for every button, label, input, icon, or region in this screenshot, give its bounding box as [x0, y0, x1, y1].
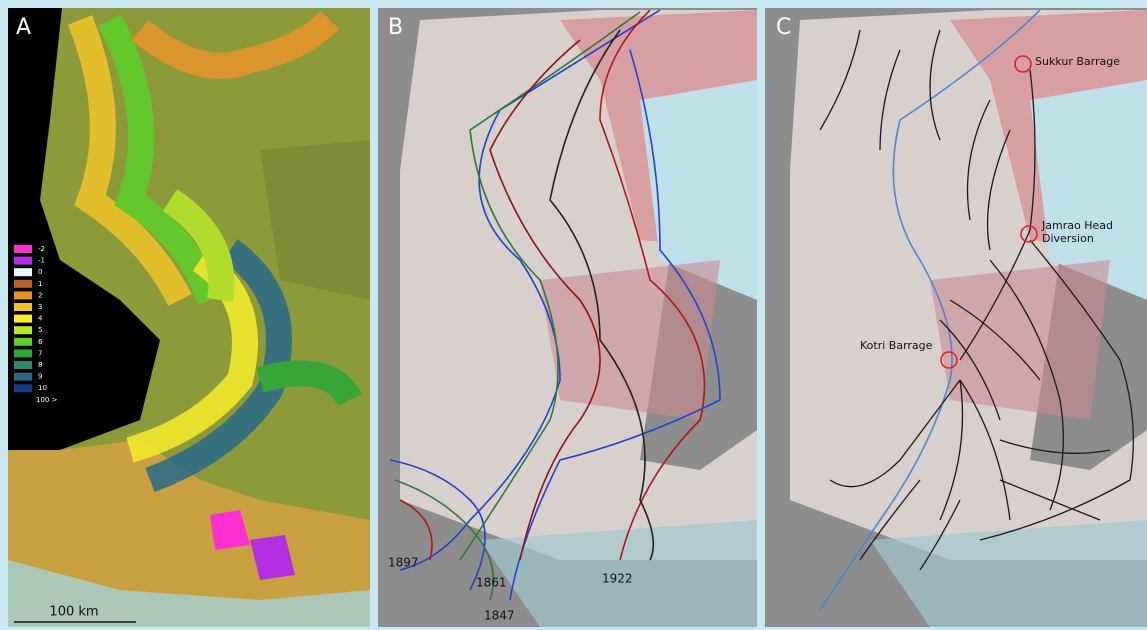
legend-swatch: [14, 384, 32, 393]
legend-swatch: [14, 349, 32, 358]
annotation: Sukkur Barrage: [1035, 55, 1120, 68]
legend-label: 8: [38, 361, 42, 369]
panel-b-map: [378, 8, 757, 627]
legend-label: 4: [38, 315, 43, 323]
legend-label: 6: [38, 338, 43, 346]
legend-label: 0: [38, 268, 42, 276]
panel-c-map: [765, 8, 1147, 627]
legend-swatch: [14, 337, 32, 346]
scale-bar-label: 100 km: [49, 605, 98, 620]
legend-label: 5: [38, 326, 42, 334]
year-label: 1861: [476, 576, 507, 590]
year-label: 1847: [484, 609, 515, 623]
legend-label: 2: [38, 291, 42, 299]
panel-label: B: [388, 15, 403, 40]
legend-swatch: [14, 291, 32, 300]
annotation: Kotri Barrage: [860, 339, 933, 352]
legend-label: 9: [38, 373, 42, 381]
legend-swatch: [14, 256, 32, 265]
legend-label: 1: [38, 280, 42, 288]
legend-swatch: [14, 245, 32, 253]
legend-swatch: [14, 303, 32, 311]
year-labels: 1897 1861 1847 1922: [388, 556, 633, 623]
legend-label: 3: [38, 303, 42, 311]
legend-label: -1: [38, 257, 45, 265]
panel-label: A: [16, 15, 31, 40]
legend-label: 10: [38, 384, 47, 392]
panel-label: C: [776, 15, 791, 40]
year-label: 1922: [602, 572, 633, 586]
legend-swatch: [14, 279, 32, 288]
legend-swatch: [14, 314, 32, 323]
legend-label: -2: [38, 245, 45, 253]
legend: -2 -1 0 1 2 3 4 5 6 7 8 9 10 100 >: [14, 245, 58, 404]
legend-label: 7: [38, 349, 42, 357]
panel-a-map: [8, 8, 370, 627]
legend-swatch: [14, 361, 32, 369]
annotation: Diversion: [1042, 232, 1094, 245]
year-label: 1897: [388, 556, 419, 570]
legend-swatch: [14, 268, 32, 277]
legend-label: 100 >: [36, 396, 58, 404]
annotation: Jamrao Head: [1041, 219, 1113, 232]
legend-swatch: [14, 326, 32, 335]
legend-swatch: [14, 372, 32, 381]
